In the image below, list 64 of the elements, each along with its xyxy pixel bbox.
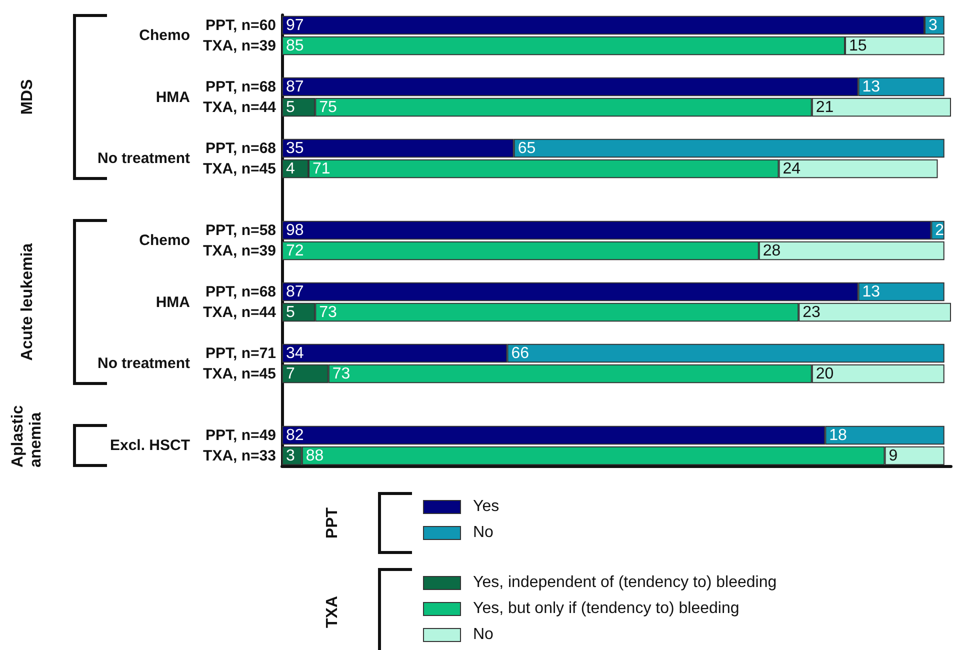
- legend-label: No: [473, 626, 494, 644]
- data-label: 5: [286, 304, 295, 321]
- data-label: 87: [286, 78, 304, 96]
- legend-label: Yes, but only if (tendency to) bleeding: [473, 600, 740, 618]
- y-tick-label: PPT, n=68: [206, 283, 276, 300]
- y-tick-label: PPT, n=58: [206, 222, 276, 239]
- text: No treatment: [97, 355, 190, 372]
- data-label: 21: [816, 98, 834, 116]
- data-label: 98: [286, 222, 304, 239]
- data-label: 13: [862, 283, 880, 300]
- y-tick-label: TXA, n=45: [203, 160, 276, 178]
- text: Chemo: [139, 27, 190, 44]
- data-label: 75: [319, 98, 338, 116]
- y-tick-label: PPT, n=60: [206, 16, 276, 34]
- data-label: 73: [332, 365, 350, 382]
- data-label: 24: [782, 160, 801, 178]
- y-tick-label: PPT, n=68: [206, 140, 276, 157]
- data-label: 35: [286, 140, 304, 157]
- data-label: 65: [518, 140, 536, 157]
- data-label: 87: [286, 283, 304, 300]
- text: HMA: [156, 294, 190, 310]
- data-label: 34: [286, 344, 304, 362]
- legend-label: No: [473, 524, 494, 542]
- data-label: 82: [286, 426, 304, 444]
- text: Aplastic anemia: [10, 404, 46, 468]
- y-tick-label: PPT, n=68: [206, 78, 276, 96]
- data-label: 23: [802, 304, 821, 321]
- data-label: 20: [816, 365, 834, 382]
- legend-label: Yes, independent of (tendency to) bleeding: [473, 574, 777, 592]
- data-label: 13: [862, 78, 880, 96]
- data-label: 9: [888, 447, 898, 464]
- text: PPT: [324, 506, 342, 541]
- data-label: 15: [849, 37, 867, 54]
- data-label: 72: [286, 242, 304, 260]
- data-label: 28: [762, 242, 781, 260]
- data-label: 71: [312, 160, 330, 178]
- data-label: 5: [286, 98, 295, 116]
- data-label: 2: [935, 222, 944, 239]
- text: No treatment: [97, 150, 190, 167]
- legend-label: Yes: [473, 498, 500, 516]
- y-tick-label: PPT, n=71: [206, 344, 276, 362]
- y-tick-label: PPT, n=49: [206, 426, 276, 444]
- data-label: 73: [319, 304, 338, 321]
- y-tick-label: TXA, n=44: [203, 98, 277, 116]
- text: Acute leukemia: [19, 242, 37, 363]
- data-label: 3: [928, 16, 938, 34]
- text: Chemo: [139, 232, 190, 249]
- data-label: 7: [286, 365, 295, 382]
- y-tick-label: TXA, n=33: [203, 447, 276, 464]
- text: TXA: [324, 595, 342, 630]
- data-label: 18: [829, 426, 848, 444]
- data-label: 4: [286, 160, 295, 178]
- data-label: 85: [286, 37, 304, 54]
- y-tick-label: TXA, n=39: [203, 242, 276, 260]
- text: HMA: [156, 88, 190, 106]
- data-label: 97: [286, 16, 304, 34]
- data-label: 88: [306, 447, 324, 464]
- y-tick-label: TXA, n=39: [203, 37, 276, 54]
- text: Excl. HSCT: [110, 437, 190, 454]
- data-label: 66: [511, 344, 530, 362]
- y-tick-label: TXA, n=45: [203, 365, 276, 382]
- text: MDS: [19, 78, 37, 117]
- data-label: 3: [286, 447, 295, 464]
- y-tick-label: TXA, n=44: [203, 304, 277, 321]
